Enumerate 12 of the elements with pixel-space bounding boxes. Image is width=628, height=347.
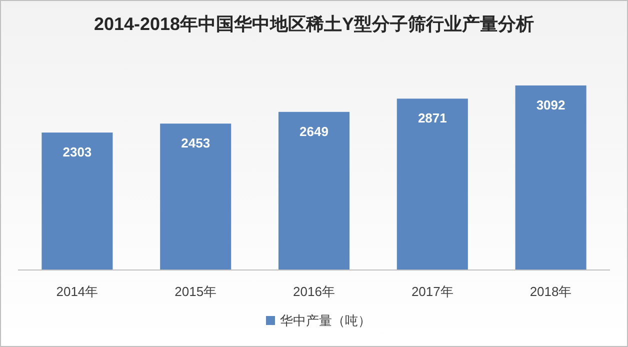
data-label: 2649: [300, 124, 328, 139]
data-label: 2871: [418, 110, 447, 126]
data-label: 2303: [62, 144, 92, 160]
data-label: 2453: [181, 136, 210, 151]
legend-label: 华中产量（吨）: [280, 313, 371, 328]
x-tick-label: 2015年: [174, 284, 217, 299]
x-tick-label: 2018年: [530, 284, 572, 299]
data-label: 3092: [536, 97, 566, 112]
title: 2014-2018年中国华中地区稀土Y型分子筛行业产量分析: [94, 14, 534, 34]
x-tick-label: 2014年: [56, 284, 98, 299]
x-tick-label: 2017年: [411, 284, 454, 299]
x-tick-label: 2016年: [293, 284, 335, 299]
